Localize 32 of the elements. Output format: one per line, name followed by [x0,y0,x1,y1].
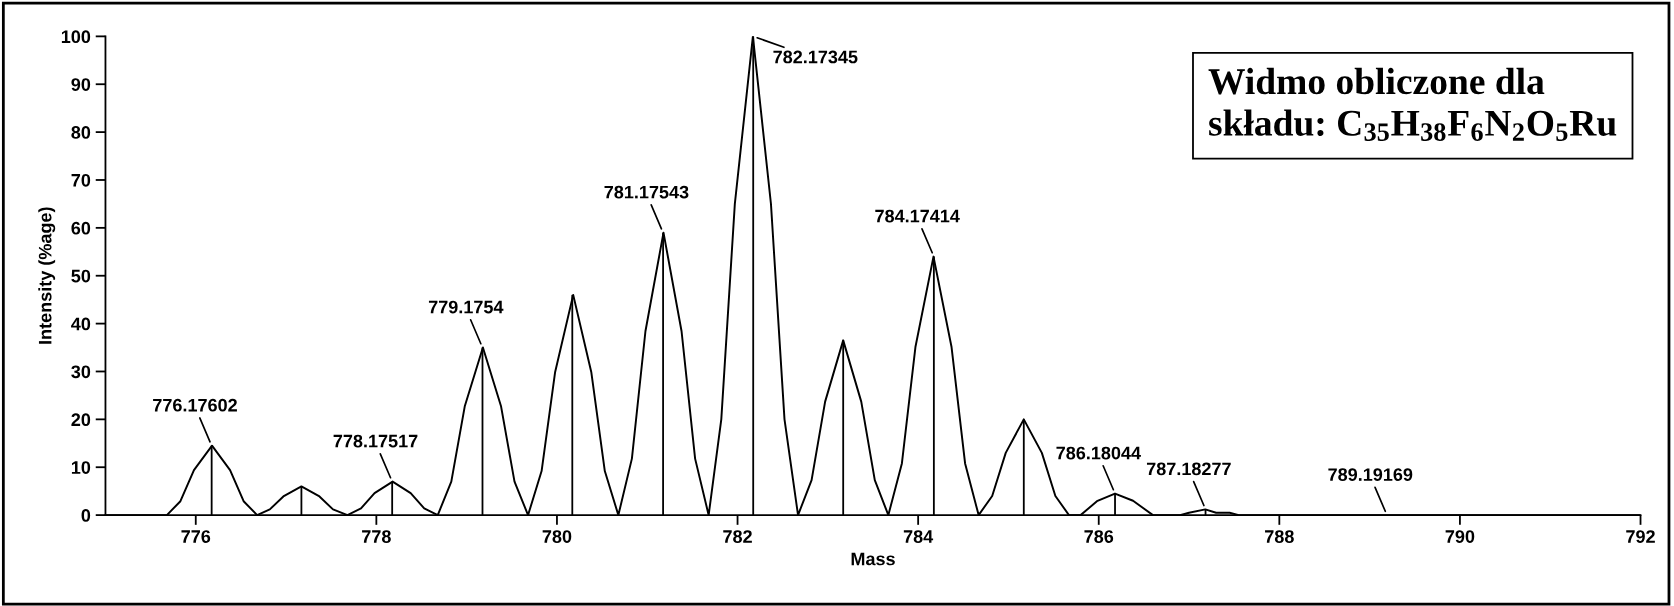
annotation: 787.18277 [1146,462,1231,476]
y-axis-title: Intensity (%age) [38,207,56,344]
y-tick-label: 60 [71,221,91,235]
annotation: 776.17602 [153,398,237,412]
annotation: 778.17517 [333,434,418,448]
annotation: 779.1754 [428,300,504,314]
y-tick-label: 50 [71,269,91,283]
y-tick-label: 100 [61,30,91,44]
x-tick-label: 780 [542,530,572,543]
x-tick-label: 786 [1084,530,1114,543]
x-tick-label: 782 [723,530,752,543]
x-tick-label: 788 [1265,530,1294,543]
annotation: 782.17345 [773,50,858,64]
y-tick-label: 80 [71,126,91,139]
y-tick-label: 70 [71,173,91,187]
x-tick-label: 778 [362,530,391,543]
y-tick-label: 40 [71,317,91,331]
y-tick-label: 30 [71,365,91,379]
x-axis-title: Mass [851,552,895,566]
chart-title: Widmo obliczone dla składu: C$_{35}$H$_{38}$F$_{6}$N$_{2}$O$_{5}$Ru [1208,67,1617,141]
y-tick-label: 10 [71,461,91,474]
x-tick-label: 790 [1445,530,1475,543]
annotation: 781.17543 [604,185,689,199]
y-tick-label: 0 [81,509,91,522]
y-tick-label: 20 [71,413,91,427]
x-tick-label: 776 [181,530,211,543]
x-tick-label: 792 [1626,530,1655,543]
annotation: 786.18044 [1056,446,1141,460]
annotation: 789.19169 [1328,468,1413,481]
annotation: 784.17414 [875,209,960,223]
y-tick-label: 90 [71,78,91,91]
x-tick-label: 784 [903,530,934,543]
